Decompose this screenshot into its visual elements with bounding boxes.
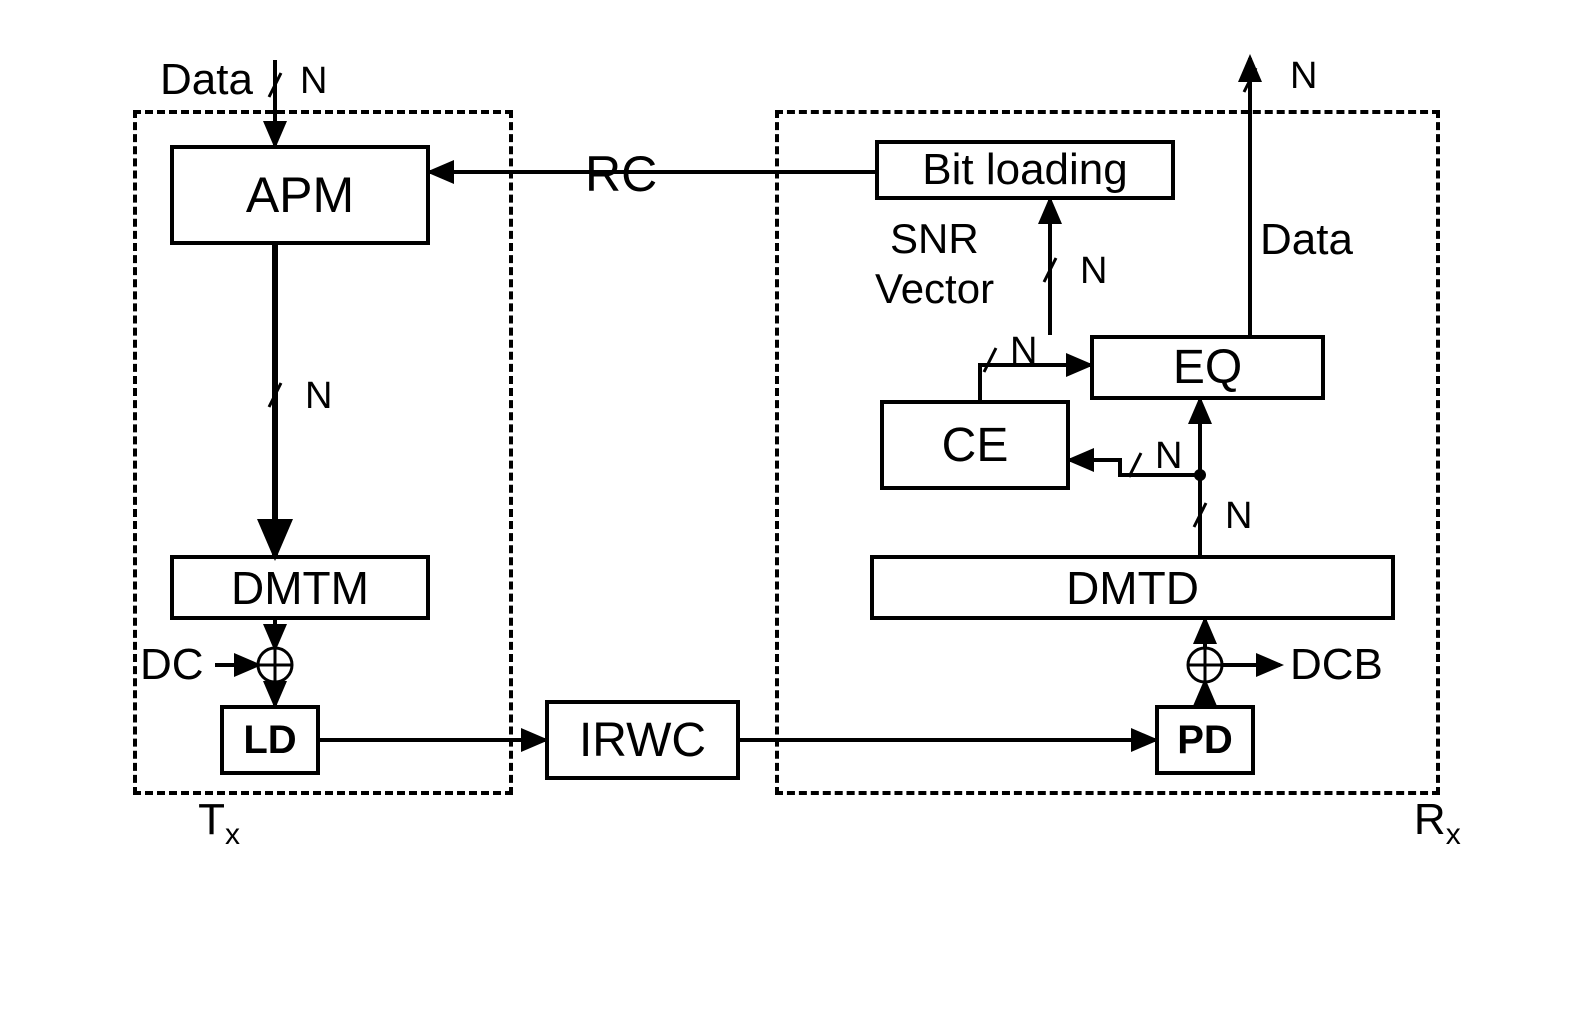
n-apm-dmtm-label: N: [305, 375, 332, 418]
irwc-block: IRWC: [545, 700, 740, 780]
dcb-label: DCB: [1290, 640, 1383, 690]
snr-label-1: SNR: [890, 215, 979, 263]
n-ce-eq-label: N: [1010, 330, 1037, 373]
dmtm-block: DMTM: [170, 555, 430, 620]
pd-block: PD: [1155, 705, 1255, 775]
bus-slash: [269, 73, 281, 97]
snr-label-2: Vector: [875, 265, 994, 313]
n-out-label: N: [1290, 55, 1317, 98]
data-out-label: Data: [1260, 215, 1353, 265]
diagram-stage: Tx Rx APM DMTM LD IRWC Bit loading EQ CE…: [0, 0, 1577, 1009]
dmtd-block: DMTD: [870, 555, 1395, 620]
n-snr-label: N: [1080, 250, 1107, 293]
bus-slash: [1244, 68, 1256, 92]
ld-block: LD: [220, 705, 320, 775]
rx-label: Rx: [1365, 745, 1461, 902]
apm-block: APM: [170, 145, 430, 245]
n-dmtd-eq-label: N: [1225, 495, 1252, 538]
rx-container: [775, 110, 1440, 795]
eq-block: EQ: [1090, 335, 1325, 400]
ce-block: CE: [880, 400, 1070, 490]
rc-label: RC: [585, 145, 657, 203]
n-in-label: N: [300, 60, 327, 103]
n-dmtd-ce-label: N: [1155, 435, 1182, 478]
bitloading-block: Bit loading: [875, 140, 1175, 200]
dc-label: DC: [140, 640, 204, 690]
data-in-label: Data: [160, 55, 253, 105]
